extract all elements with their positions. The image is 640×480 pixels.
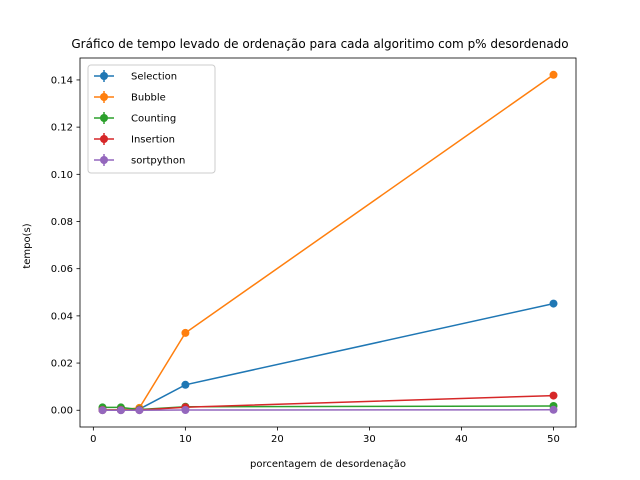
data-point-selection [181, 380, 190, 389]
x-tick-label: 10 [179, 434, 192, 445]
x-axis-label: porcentagem de desordenação [250, 459, 406, 470]
plot-area [79, 57, 577, 428]
legend-box [87, 64, 216, 174]
legend-marker-selection [100, 72, 108, 80]
legend: Selection Bubble Counting Insertion sortpyth… [87, 64, 216, 174]
y-axis: 0.00 0.02 0.04 0.06 0.08 0.10 0.12 0.14 [51, 75, 80, 417]
y-tick-label: 0.06 [51, 264, 73, 275]
x-tick-label: 20 [271, 434, 284, 445]
plot-frame [79, 57, 577, 428]
legend-marker-insertion [100, 135, 108, 143]
data-point-bubble [549, 70, 558, 79]
y-axis-label: tempo(s) [22, 223, 33, 268]
chart-title: Gráfico de tempo levado de ordenação par… [71, 37, 568, 51]
x-tick-label: 30 [363, 434, 376, 445]
x-axis: 0 10 20 30 40 50 [90, 427, 560, 445]
y-tick-label: 0.00 [51, 406, 73, 417]
legend-marker-sortpython [100, 156, 108, 164]
data-point-sortpython [98, 406, 107, 415]
y-tick-label: 0.10 [51, 170, 73, 181]
x-tick-label: 50 [547, 434, 560, 445]
legend-marker-bubble [100, 93, 108, 101]
data-point-selection [549, 299, 558, 308]
data-point-sortpython [549, 405, 558, 414]
data-point-sortpython [116, 406, 125, 415]
legend-label-selection: Selection [131, 72, 177, 83]
series-line-insertion [102, 394, 554, 411]
y-tick-label: 0.14 [51, 75, 73, 86]
y-tick-label: 0.04 [51, 311, 73, 322]
legend-marker-counting [100, 114, 108, 122]
data-point-sortpython [181, 406, 190, 414]
legend-label-counting: Counting [131, 114, 176, 125]
data-point-sortpython [135, 406, 144, 415]
legend-label-sortpython: sortpython [131, 156, 185, 167]
legend-label-bubble: Bubble [131, 93, 166, 104]
legend-label-insertion: Insertion [131, 135, 175, 146]
data-point-insertion [549, 391, 558, 400]
y-tick-label: 0.08 [51, 217, 73, 228]
data-point-bubble [181, 328, 190, 337]
x-tick-label: 0 [90, 434, 96, 445]
y-tick-label: 0.12 [51, 123, 73, 134]
y-tick-label: 0.02 [51, 359, 73, 370]
x-tick-label: 40 [455, 434, 468, 445]
